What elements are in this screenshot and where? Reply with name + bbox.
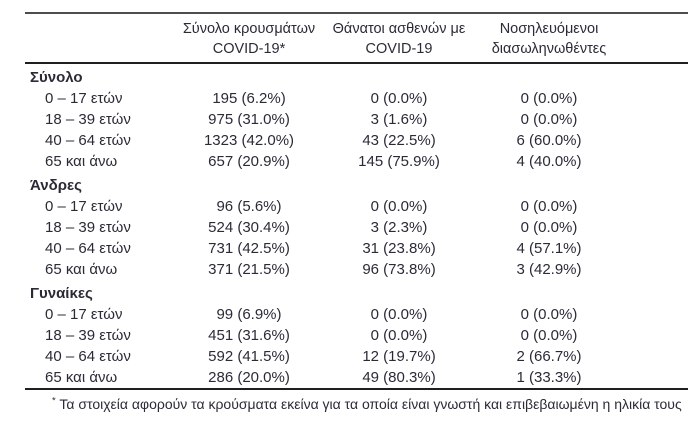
footnote-marker: * (52, 395, 56, 407)
table-row: 40 – 64 ετών 731 (42.5%) 31 (23.8%) 4 (5… (25, 238, 688, 259)
spacer-cell (625, 109, 688, 130)
cases-cell: 99 (6.9%) (216, 306, 282, 323)
table-row: 65 και άνω 371 (21.5%) 96 (73.8%) 3 (42.… (25, 259, 688, 280)
cases-cell: 451 (31.6%) (208, 327, 290, 344)
table-row: 65 και άνω 657 (20.9%) 145 (75.9%) 4 (40… (25, 151, 688, 172)
intubated-cell: 6 (60.0%) (516, 132, 582, 149)
age-label: 18 – 39 ετών (45, 111, 131, 128)
column-header-deaths-line2: COVID-19 (365, 41, 433, 57)
spacer-cell (625, 88, 688, 109)
deaths-cell: 0 (0.0%) (370, 306, 428, 323)
intubated-cell: 0 (0.0%) (520, 327, 578, 344)
cases-cell: 731 (42.5%) (208, 240, 290, 257)
header-spacer-cell (625, 13, 688, 64)
age-label: 0 – 17 ετών (45, 306, 123, 323)
table-row: 0 – 17 ετών 195 (6.2%) 0 (0.0%) 0 (0.0%) (25, 88, 688, 109)
cases-cell: 1323 (42.0%) (203, 132, 295, 149)
column-header-cases-line2: COVID-19* (212, 41, 286, 57)
age-label: 18 – 39 ετών (45, 327, 131, 344)
age-label: 65 και άνω (45, 369, 118, 386)
spacer-cell (625, 196, 688, 217)
section-row-total: Σύνολο (25, 63, 688, 88)
age-label: 65 και άνω (45, 153, 118, 170)
deaths-cell: 3 (2.3%) (370, 219, 428, 236)
covid-stats-table: Σύνολο κρουσμάτων COVID-19* Θάνατοι ασθε… (25, 12, 688, 390)
spacer-cell (625, 238, 688, 259)
column-header-intubated-line2: διασωληνωθέντες (491, 41, 607, 57)
header-row: Σύνολο κρουσμάτων COVID-19* Θάνατοι ασθε… (25, 13, 688, 64)
intubated-cell: 2 (66.7%) (516, 348, 582, 365)
spacer-cell (625, 346, 688, 367)
section-row-women: Γυναίκες (25, 280, 688, 304)
deaths-cell: 145 (75.9%) (358, 153, 440, 170)
table-body: Σύνολο 0 – 17 ετών 195 (6.2%) 0 (0.0%) 0… (25, 63, 688, 389)
section-row-men: Άνδρες (25, 172, 688, 196)
column-header-deaths: Θάνατοι ασθενών με COVID-19 (325, 13, 473, 64)
column-header-cases-line1: Σύνολο κρουσμάτων (182, 21, 316, 37)
age-label: 40 – 64 ετών (45, 348, 131, 365)
cases-cell: 657 (20.9%) (208, 153, 290, 170)
spacer-cell (625, 217, 688, 238)
spacer-cell (625, 151, 688, 172)
intubated-cell: 0 (0.0%) (520, 198, 578, 215)
deaths-cell: 12 (19.7%) (362, 348, 436, 365)
table-header: Σύνολο κρουσμάτων COVID-19* Θάνατοι ασθε… (25, 13, 688, 64)
spacer-cell (625, 325, 688, 346)
column-header-cases: Σύνολο κρουσμάτων COVID-19* (173, 13, 325, 64)
table-row: 18 – 39 ετών 451 (31.6%) 0 (0.0%) 0 (0.0… (25, 325, 688, 346)
deaths-cell: 96 (73.8%) (362, 261, 436, 278)
intubated-cell: 4 (40.0%) (516, 153, 582, 170)
intubated-cell: 0 (0.0%) (520, 219, 578, 236)
intubated-cell: 0 (0.0%) (520, 306, 578, 323)
intubated-cell: 0 (0.0%) (520, 90, 578, 107)
footnote-text: Τα στοιχεία αφορούν τα κρούσματα εκείνα … (59, 396, 682, 412)
table-row: 0 – 17 ετών 99 (6.9%) 0 (0.0%) 0 (0.0%) (25, 304, 688, 325)
table-row: 40 – 64 ετών 1323 (42.0%) 43 (22.5%) 6 (… (25, 130, 688, 151)
table-row: 65 και άνω 286 (20.0%) 49 (80.3%) 1 (33.… (25, 367, 688, 389)
column-header-intubated: Νοσηλευόμενοι διασωληνωθέντες (473, 13, 625, 64)
cases-cell: 975 (31.0%) (208, 111, 290, 128)
covid-stats-table-wrap: Σύνολο κρουσμάτων COVID-19* Θάνατοι ασθε… (25, 12, 688, 413)
deaths-cell: 0 (0.0%) (370, 327, 428, 344)
column-header-deaths-line1: Θάνατοι ασθενών με (332, 21, 466, 37)
spacer-cell (625, 304, 688, 325)
footnote: * Τα στοιχεία αφορούν τα κρούσματα εκείν… (52, 395, 700, 413)
cases-cell: 96 (5.6%) (216, 198, 282, 215)
age-label: 0 – 17 ετών (45, 90, 123, 107)
cases-cell: 286 (20.0%) (208, 369, 290, 386)
table-row: 40 – 64 ετών 592 (41.5%) 12 (19.7%) 2 (6… (25, 346, 688, 367)
cases-cell: 524 (30.4%) (208, 219, 290, 236)
section-title: Σύνολο (30, 69, 83, 86)
deaths-cell: 3 (1.6%) (370, 111, 428, 128)
section-title: Γυναίκες (30, 285, 93, 302)
spacer-cell (625, 259, 688, 280)
deaths-cell: 31 (23.8%) (362, 240, 436, 257)
age-label: 18 – 39 ετών (45, 219, 131, 236)
cases-cell: 592 (41.5%) (208, 348, 290, 365)
column-header-intubated-line1: Νοσηλευόμενοι (499, 21, 599, 37)
table-row: 18 – 39 ετών 975 (31.0%) 3 (1.6%) 0 (0.0… (25, 109, 688, 130)
header-empty-cell (25, 13, 173, 64)
cases-cell: 371 (21.5%) (208, 261, 290, 278)
age-label: 0 – 17 ετών (45, 198, 123, 215)
table-row: 0 – 17 ετών 96 (5.6%) 0 (0.0%) 0 (0.0%) (25, 196, 688, 217)
age-label: 65 και άνω (45, 261, 118, 278)
intubated-cell: 4 (57.1%) (516, 240, 582, 257)
age-label: 40 – 64 ετών (45, 132, 131, 149)
intubated-cell: 1 (33.3%) (516, 369, 582, 386)
age-label: 40 – 64 ετών (45, 240, 131, 257)
intubated-cell: 3 (42.9%) (516, 261, 582, 278)
section-title: Άνδρες (30, 177, 82, 194)
spacer-cell (625, 130, 688, 151)
cases-cell: 195 (6.2%) (212, 90, 286, 107)
deaths-cell: 0 (0.0%) (370, 198, 428, 215)
spacer-cell (625, 367, 688, 389)
table-row: 18 – 39 ετών 524 (30.4%) 3 (2.3%) 0 (0.0… (25, 217, 688, 238)
deaths-cell: 43 (22.5%) (362, 132, 436, 149)
intubated-cell: 0 (0.0%) (520, 111, 578, 128)
deaths-cell: 0 (0.0%) (370, 90, 428, 107)
deaths-cell: 49 (80.3%) (362, 369, 436, 386)
